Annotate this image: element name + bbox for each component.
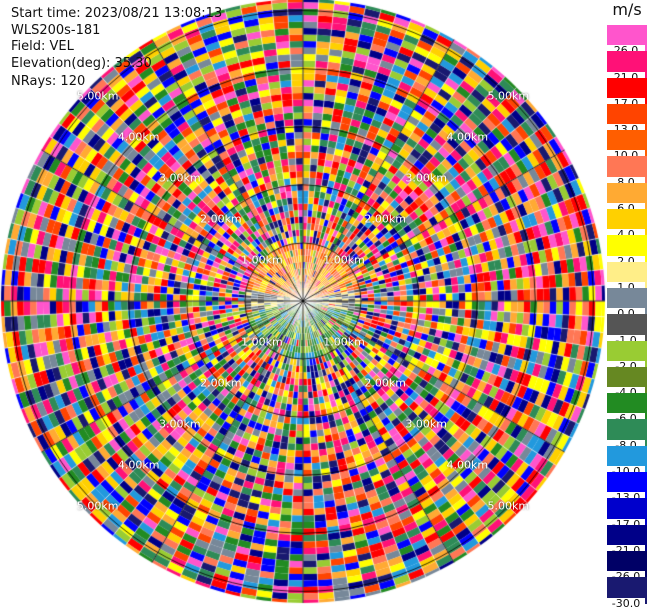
colorbar-bin: -26.0 — [607, 550, 647, 584]
colorbar-bin: -30.0 — [607, 577, 647, 607]
colorbar-bin: 2.0 — [607, 235, 647, 268]
colorbar-bin: -10.0 — [607, 445, 647, 479]
colorbar-bin: 26.0 — [607, 25, 647, 58]
colorbar-tick-label: -30.0 — [607, 597, 645, 607]
colorbar-bin: 1.0 — [607, 261, 647, 294]
colorbar-bin: 13.0 — [607, 103, 647, 137]
colorbar-bin: -2.0 — [607, 340, 647, 373]
instrument-name-text: WLS200s-181 — [11, 22, 101, 38]
colorbar-bin: -8.0 — [607, 419, 647, 452]
colorbar-bin: 6.0 — [607, 182, 647, 216]
colorbar-bin: 21.0 — [607, 51, 647, 84]
colorbar-bin: 4.0 — [607, 209, 647, 242]
colorbar-bin: -13.0 — [607, 472, 647, 505]
colorbar-bin: -4.0 — [607, 366, 647, 400]
start-time-text: Start time: 2023/08/21 13:08:13 — [11, 6, 223, 21]
colorbar-bin: 8.0 — [607, 156, 647, 189]
field-text: Field: VEL — [11, 39, 74, 54]
colorbar-unit-label: m/s — [612, 0, 642, 19]
colorbar-bin: -17.0 — [607, 498, 647, 531]
scan-info-panel: Start time: 2023/08/21 13:08:13 WLS200s-… — [11, 6, 222, 91]
velocity-colorbar: m/s 26.021.017.013.010.08.06.04.02.01.00… — [607, 0, 647, 607]
colorbar-bin: 0.0 — [607, 287, 647, 321]
elevation-text: Elevation(deg): 35.30 — [11, 55, 152, 71]
colorbar-bin: -21.0 — [607, 524, 647, 557]
colorbar-bin: -1.0 — [607, 314, 647, 347]
colorbar-bins: 26.021.017.013.010.08.06.04.02.01.00.0-1… — [607, 25, 647, 607]
colorbar-bin: -6.0 — [607, 393, 647, 426]
colorbar-bin: 10.0 — [607, 130, 647, 163]
colorbar-bin: 17.0 — [607, 77, 647, 110]
nrays-text: NRays: 120 — [11, 74, 86, 89]
